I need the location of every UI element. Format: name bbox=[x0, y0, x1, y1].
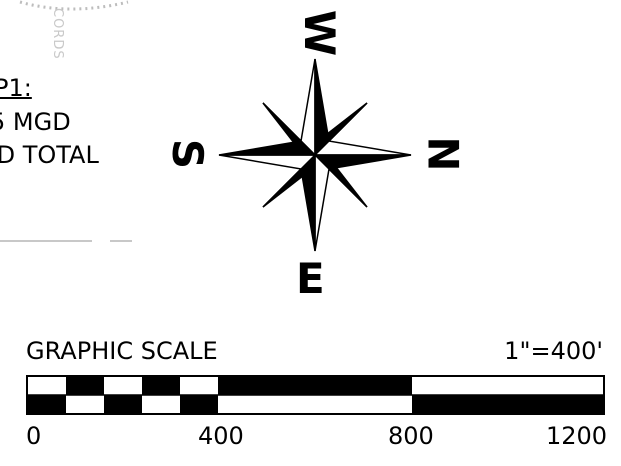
compass-west-label: W bbox=[295, 9, 345, 57]
decorative-dotted-arc bbox=[19, 0, 129, 11]
scale-bar-top-row bbox=[66, 377, 412, 395]
compass-rose bbox=[218, 58, 412, 252]
compass-east-label: E bbox=[296, 254, 325, 303]
compass-south-label: S bbox=[163, 138, 213, 170]
pump-station-title: P1: bbox=[0, 74, 32, 102]
graphic-scale-ratio: 1"=400' bbox=[504, 337, 603, 365]
compass-north-label: N bbox=[418, 136, 468, 172]
graphic-scale-bar bbox=[26, 375, 605, 415]
scale-tick-800: 800 bbox=[388, 422, 434, 450]
records-vertical-text: CORDS bbox=[50, 8, 64, 60]
pump-capacity-text: 5 MGD bbox=[0, 108, 71, 136]
compass-cardinal-points bbox=[218, 58, 412, 252]
scale-tick-0: 0 bbox=[26, 422, 42, 450]
pump-total-text: GD TOTAL bbox=[0, 141, 99, 169]
graphic-scale-title: GRAPHIC SCALE bbox=[26, 337, 218, 365]
scale-tick-400: 400 bbox=[198, 422, 244, 450]
scale-tick-1200: 1200 bbox=[546, 422, 608, 450]
scale-bar-bottom-row bbox=[28, 395, 604, 413]
boundary-line bbox=[0, 240, 132, 242]
